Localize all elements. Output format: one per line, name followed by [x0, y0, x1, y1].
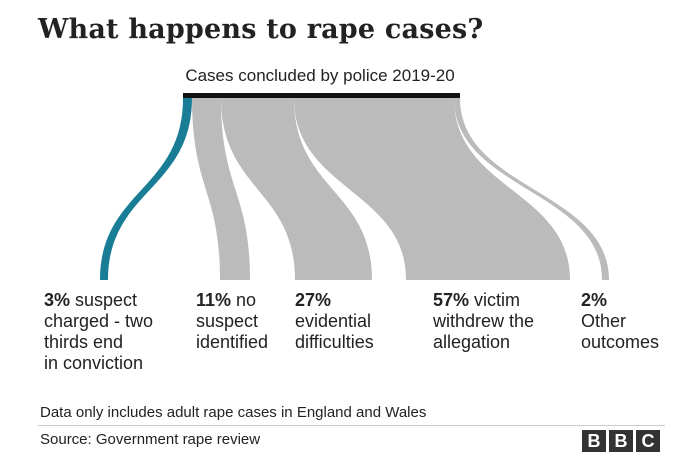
outcome-line: victim — [469, 290, 521, 310]
flow-withdrew — [294, 98, 570, 280]
logo-letter: C — [636, 430, 660, 452]
outcome-pct: 11% — [196, 290, 232, 310]
divider — [38, 425, 665, 426]
source-bar — [183, 93, 460, 98]
outcome-line: identified — [196, 332, 269, 352]
chart-title: What happens to rape cases? — [38, 14, 484, 45]
outcome-line: difficulties — [295, 332, 374, 352]
flow-charged — [100, 98, 192, 280]
outcome-line: charged - two — [44, 311, 154, 331]
logo-letter: B — [582, 430, 606, 452]
source-note: Source: Government rape review — [40, 431, 261, 448]
outcome-pct: 3% — [44, 290, 71, 310]
outcome-other: 2% Other outcomes — [581, 290, 659, 353]
outcome-line: thirds end — [44, 332, 124, 352]
outcome-evidential: 27% evidential difficulties — [295, 290, 374, 353]
flow-no-suspect — [192, 98, 250, 280]
outcome-no-suspect: 11% no suspect identified — [196, 290, 268, 353]
outcome-line: Other — [581, 311, 627, 331]
flow-evidential — [221, 98, 372, 280]
outcome-pct: 2% — [581, 290, 608, 310]
outcome-line: suspect — [70, 290, 138, 310]
outcome-charged: 3% suspect charged - two thirds end in c… — [44, 290, 153, 374]
outcome-pct: 57% — [433, 290, 470, 310]
outcome-line: suspect — [196, 311, 259, 331]
flow-other — [454, 98, 609, 280]
outcome-line: outcomes — [581, 332, 660, 352]
outcome-line: withdrew the — [433, 311, 535, 331]
chart-subtitle: Cases concluded by police 2019-20 — [185, 66, 455, 85]
outcome-pct: 27% — [295, 290, 332, 310]
logo-letter: B — [609, 430, 633, 452]
bbc-logo: B B C — [582, 430, 660, 452]
outcome-line: evidential — [295, 311, 372, 331]
outcome-line: in conviction — [44, 353, 144, 373]
footnote: Data only includes adult rape cases in E… — [40, 404, 427, 421]
outcome-line: allegation — [433, 332, 511, 352]
outcome-line: no — [231, 290, 257, 310]
outcome-withdrew: 57% victim withdrew the allegation — [433, 290, 534, 353]
